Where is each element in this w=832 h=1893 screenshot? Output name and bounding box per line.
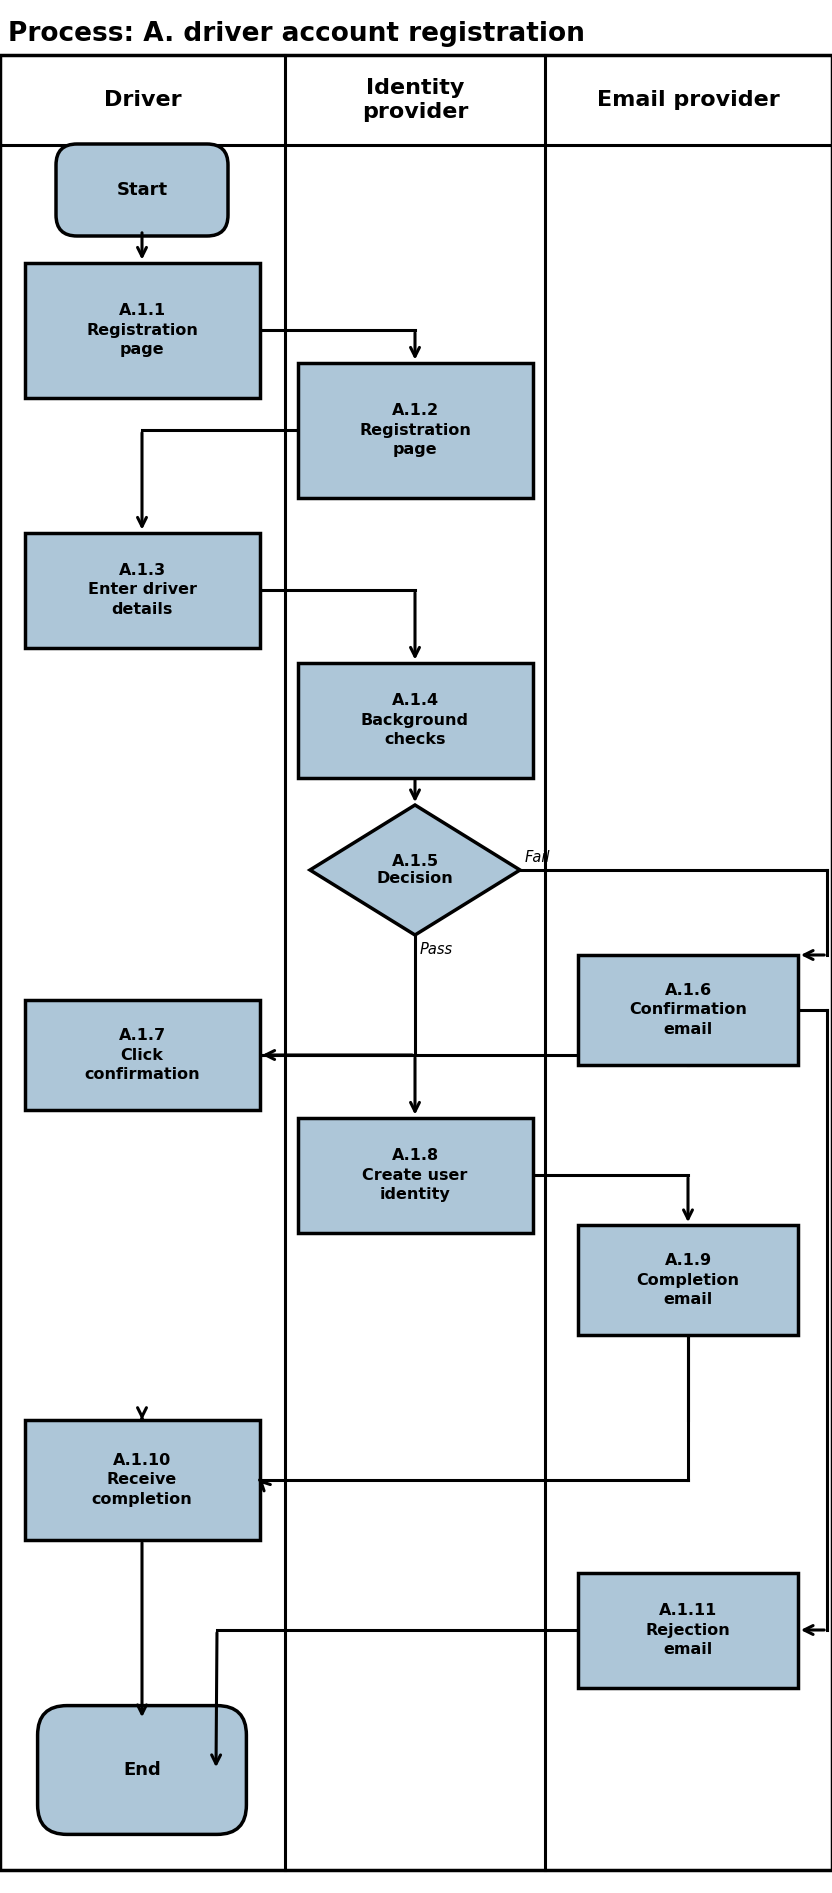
- Text: A.1.5
Decision: A.1.5 Decision: [377, 854, 453, 886]
- FancyBboxPatch shape: [578, 1573, 798, 1687]
- Text: A.1.10
Receive
completion: A.1.10 Receive completion: [92, 1454, 192, 1507]
- Text: Start: Start: [116, 182, 167, 199]
- Text: A.1.11
Rejection
email: A.1.11 Rejection email: [646, 1603, 730, 1656]
- Text: A.1.2
Registration
page: A.1.2 Registration page: [359, 403, 471, 456]
- Text: A.1.8
Create user
identity: A.1.8 Create user identity: [362, 1149, 468, 1202]
- FancyBboxPatch shape: [298, 362, 532, 498]
- Text: Fail: Fail: [525, 850, 551, 865]
- Text: End: End: [123, 1760, 161, 1779]
- Text: A.1.9
Completion
email: A.1.9 Completion email: [636, 1253, 740, 1306]
- FancyBboxPatch shape: [578, 1225, 798, 1335]
- FancyBboxPatch shape: [24, 263, 260, 398]
- Text: A.1.7
Click
confirmation: A.1.7 Click confirmation: [84, 1028, 200, 1081]
- FancyBboxPatch shape: [298, 1117, 532, 1232]
- Text: A.1.3
Enter driver
details: A.1.3 Enter driver details: [87, 564, 196, 617]
- Text: A.1.6
Confirmation
email: A.1.6 Confirmation email: [629, 982, 747, 1037]
- Polygon shape: [310, 805, 520, 935]
- FancyBboxPatch shape: [56, 144, 228, 237]
- Text: Email provider: Email provider: [597, 91, 780, 110]
- Text: Driver: Driver: [104, 91, 181, 110]
- FancyBboxPatch shape: [578, 954, 798, 1066]
- FancyBboxPatch shape: [24, 1420, 260, 1541]
- FancyBboxPatch shape: [24, 532, 260, 647]
- FancyBboxPatch shape: [298, 663, 532, 778]
- Text: Process: A. driver account registration: Process: A. driver account registration: [8, 21, 585, 47]
- Text: Identity
provider: Identity provider: [362, 78, 468, 121]
- Text: Pass: Pass: [420, 943, 453, 958]
- FancyBboxPatch shape: [0, 55, 832, 1870]
- Text: A.1.4
Background
checks: A.1.4 Background checks: [361, 693, 469, 746]
- Text: A.1.1
Registration
page: A.1.1 Registration page: [86, 303, 198, 356]
- FancyBboxPatch shape: [24, 1000, 260, 1109]
- FancyBboxPatch shape: [37, 1706, 246, 1834]
